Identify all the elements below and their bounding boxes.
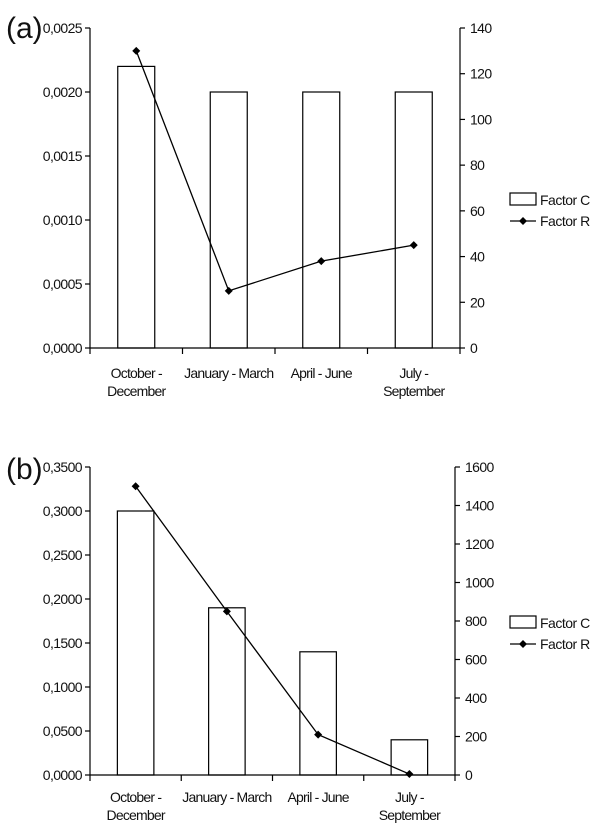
bar-factor-c xyxy=(303,92,340,348)
category-label: October -December xyxy=(107,789,166,823)
legend-label-factor-r: Factor R xyxy=(540,213,590,229)
legend-label-factor-r: Factor R xyxy=(540,636,590,652)
bar-factor-c xyxy=(300,652,337,775)
legend-marker-factor-r xyxy=(519,217,527,225)
legend: Factor C Factor R xyxy=(510,192,590,229)
right-tick-label: 600 xyxy=(465,652,487,668)
right-tick-label: 60 xyxy=(470,203,485,219)
right-tick-label: 800 xyxy=(465,613,487,629)
bar-factor-c xyxy=(391,740,428,775)
left-tick-label: 0,0015 xyxy=(43,148,83,164)
right-tick-label: 1400 xyxy=(465,498,495,514)
right-tick-label: 200 xyxy=(465,729,487,745)
right-tick-label: 1200 xyxy=(465,536,495,552)
legend-marker-factor-r xyxy=(519,640,527,648)
right-tick-label: 80 xyxy=(470,157,485,173)
chart-panel-a: (a) 0,0000 0,0005 0,0010 0,0015 0,0020 0,0025 0… xyxy=(6,12,590,399)
left-tick-label: 0,0025 xyxy=(43,20,83,36)
category-label: January - March xyxy=(184,365,273,381)
bar-factor-c xyxy=(117,511,154,775)
category-label: April - June xyxy=(291,365,353,381)
panel-label: (b) xyxy=(6,453,43,486)
category-label: April - June xyxy=(288,789,350,805)
category-label: October -December xyxy=(107,365,166,399)
category-label: January - March xyxy=(182,789,271,805)
left-tick-label: 0,0020 xyxy=(43,84,83,100)
left-tick-label: 0,2000 xyxy=(43,591,83,607)
left-tick-label: 0,0010 xyxy=(43,212,83,228)
right-tick-label: 140 xyxy=(470,20,492,36)
chart-panel-b: (b) 0,0000 0,0500 0,1000 0,1500 0,2000 0,2500 0… xyxy=(6,453,590,823)
category-label: July -September xyxy=(379,789,441,823)
left-tick-label: 0,0500 xyxy=(43,723,83,739)
legend-label-factor-c: Factor C xyxy=(540,192,590,208)
legend-swatch-factor-c xyxy=(510,616,536,628)
left-tick-label: 0,1500 xyxy=(43,635,83,651)
left-tick-label: 0,1000 xyxy=(43,679,83,695)
left-tick-label: 0,2500 xyxy=(43,547,83,563)
legend-label-factor-c: Factor C xyxy=(540,615,590,631)
left-tick-label: 0,0000 xyxy=(43,340,83,356)
bar-factor-c xyxy=(395,92,432,348)
left-tick-label: 0,3000 xyxy=(43,503,83,519)
left-tick-label: 0,0000 xyxy=(43,767,83,783)
bar-factor-c xyxy=(209,608,246,775)
left-tick-label: 0,3500 xyxy=(43,459,83,475)
line-factor-r xyxy=(136,486,410,774)
category-label: July -September xyxy=(383,365,445,399)
bar-factor-c xyxy=(118,66,155,348)
line-factor-r xyxy=(136,51,414,291)
right-tick-label: 120 xyxy=(470,66,492,82)
left-tick-label: 0,0005 xyxy=(43,276,83,292)
panel-label: (a) xyxy=(6,12,43,45)
point-factor-r xyxy=(132,47,140,55)
legend-swatch-factor-c xyxy=(510,193,536,205)
right-tick-label: 0 xyxy=(470,340,478,356)
right-tick-label: 1000 xyxy=(465,575,495,591)
legend: Factor C Factor R xyxy=(510,615,590,652)
right-tick-label: 40 xyxy=(470,249,485,265)
right-tick-label: 1600 xyxy=(465,459,495,475)
bar-factor-c xyxy=(210,92,247,348)
right-tick-label: 400 xyxy=(465,690,487,706)
right-tick-label: 20 xyxy=(470,294,485,310)
right-tick-label: 100 xyxy=(470,111,492,127)
right-tick-label: 0 xyxy=(465,767,473,783)
